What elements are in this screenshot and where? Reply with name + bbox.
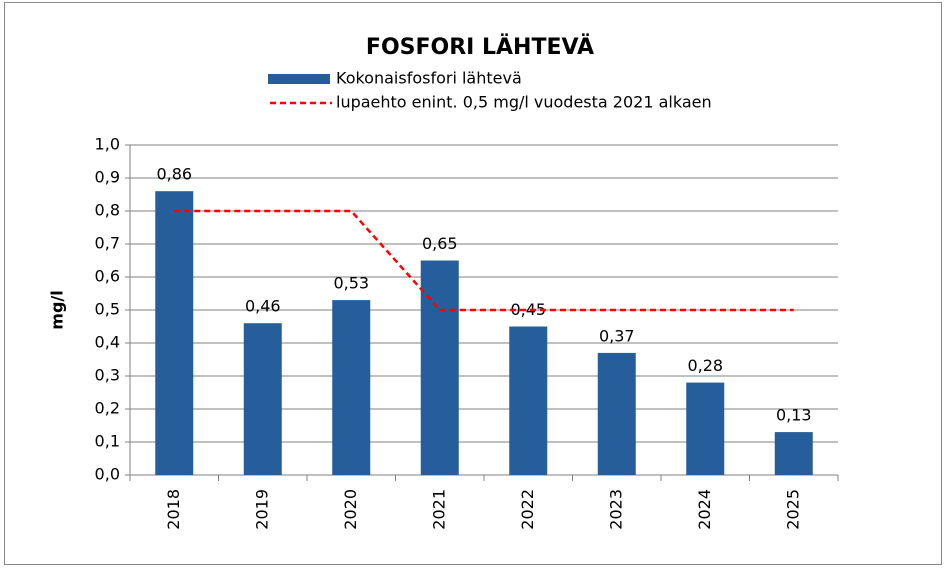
y-tick-label: 0,1 — [95, 432, 120, 451]
bar — [243, 323, 282, 475]
x-tick-label: 2024 — [695, 489, 714, 530]
bar — [332, 300, 371, 475]
bar — [686, 382, 725, 475]
data-label: 0,86 — [156, 165, 192, 184]
y-axis-label: mg/l — [48, 290, 67, 329]
data-label: 0,53 — [333, 274, 369, 293]
x-tick-label: 2020 — [341, 489, 360, 530]
data-label: 0,45 — [510, 300, 546, 319]
x-tick-label: 2022 — [518, 489, 537, 530]
y-tick-label: 0,9 — [95, 168, 120, 187]
bar — [420, 260, 459, 475]
y-tick-label: 0,0 — [95, 465, 120, 484]
y-tick-label: 0,5 — [95, 300, 120, 319]
y-tick-label: 0,4 — [95, 333, 120, 352]
data-label: 0,65 — [422, 234, 458, 253]
legend-label: lupaehto enint. 0,5 mg/l vuodesta 2021 a… — [336, 93, 712, 112]
bar — [774, 432, 813, 475]
bar — [155, 191, 194, 475]
line-series — [174, 209, 794, 312]
x-tick-label: 2025 — [783, 489, 802, 530]
y-tick-label: 0,6 — [95, 267, 120, 286]
bar — [509, 326, 548, 475]
chart-title: FOSFORI LÄHTEVÄ — [366, 34, 594, 60]
y-tick-label: 0,2 — [95, 399, 120, 418]
legend-label: Kokonaisfosfori lähtevä — [336, 69, 522, 88]
data-label: 0,13 — [776, 406, 812, 425]
data-label: 0,37 — [599, 326, 635, 345]
x-tick-label: 2019 — [252, 489, 271, 530]
y-tick-label: 0,7 — [95, 234, 120, 253]
y-tick-label: 0,8 — [95, 201, 120, 220]
x-tick-label: 2023 — [606, 489, 625, 530]
data-label: 0,46 — [245, 297, 281, 316]
x-tick-label: 2018 — [164, 489, 183, 530]
legend-swatch — [268, 74, 330, 84]
data-label: 0,28 — [687, 356, 723, 375]
bar — [597, 352, 636, 475]
x-tick-label: 2021 — [429, 489, 448, 530]
y-tick-label: 1,0 — [95, 135, 120, 154]
y-tick-label: 0,3 — [95, 366, 120, 385]
